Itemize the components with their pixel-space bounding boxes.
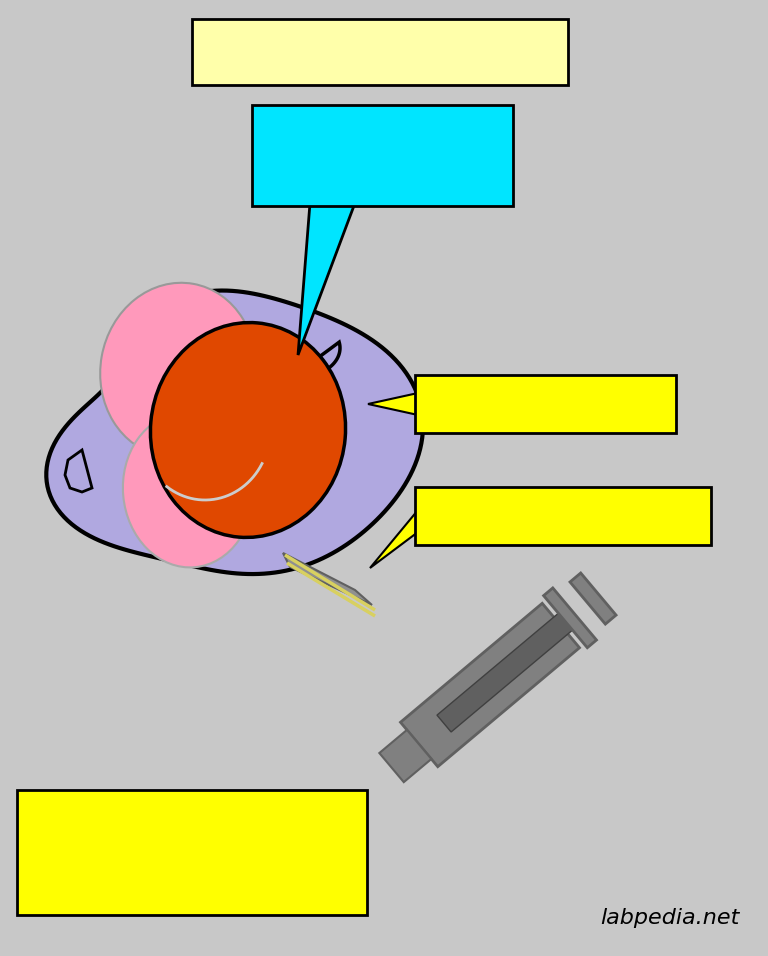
Text: Pericardiocentesis: Pericardiocentesis xyxy=(221,40,538,70)
Polygon shape xyxy=(283,553,372,605)
FancyBboxPatch shape xyxy=(17,790,367,915)
Polygon shape xyxy=(288,342,340,380)
Polygon shape xyxy=(298,203,355,355)
Text: Pericardial fluid
15 to 20 mL: Pericardial fluid 15 to 20 mL xyxy=(270,130,495,182)
Polygon shape xyxy=(570,573,616,624)
Polygon shape xyxy=(379,729,432,782)
Text: 1. Mild sedation
2. 5th intercostal space
3. Just near the sternum: 1. Mild sedation 2. 5th intercostal spac… xyxy=(34,805,359,900)
Polygon shape xyxy=(46,291,423,574)
Polygon shape xyxy=(368,393,418,415)
FancyBboxPatch shape xyxy=(415,375,676,433)
Polygon shape xyxy=(370,510,418,568)
Text: Pericardial sac: Pericardial sac xyxy=(442,392,650,416)
Polygon shape xyxy=(544,588,597,648)
Text: labpedia.net: labpedia.net xyxy=(601,908,740,928)
Ellipse shape xyxy=(100,283,256,457)
FancyBboxPatch shape xyxy=(192,19,568,85)
Polygon shape xyxy=(65,450,92,492)
FancyBboxPatch shape xyxy=(252,105,513,206)
Polygon shape xyxy=(400,603,580,767)
Ellipse shape xyxy=(123,413,253,568)
Text: Mostly 18 G needle: Mostly 18 G needle xyxy=(428,504,698,528)
FancyBboxPatch shape xyxy=(415,487,711,545)
Polygon shape xyxy=(437,612,574,732)
Ellipse shape xyxy=(151,322,346,537)
